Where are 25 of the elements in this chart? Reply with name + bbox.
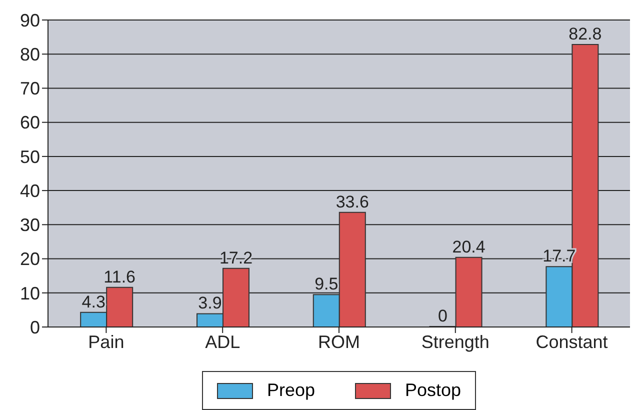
y-tick-label: 10	[20, 283, 40, 304]
legend-label: Postop	[404, 380, 462, 401]
data-label: 0	[438, 306, 448, 326]
data-label: 33.6	[336, 192, 369, 212]
data-label: 82.8	[568, 24, 602, 44]
data-label: 3.9	[198, 294, 222, 313]
y-tick-label: 20	[20, 249, 40, 270]
y-tick-label: 0	[30, 317, 40, 338]
x-tick-label: ROM	[318, 332, 360, 352]
y-tick-label: 60	[20, 112, 40, 133]
data-label: 9.5	[314, 274, 338, 294]
y-tick-label: 30	[20, 215, 40, 236]
y-tick-label: 80	[20, 44, 40, 64]
data-label: 4.3	[82, 292, 106, 312]
y-tick-label: 50	[20, 146, 40, 167]
x-tick-label: Strength	[421, 332, 490, 352]
legend-label: Preop	[266, 380, 315, 401]
x-tick-label: Pain	[88, 332, 124, 352]
y-tick-label: 90	[20, 10, 40, 30]
x-tick-label: ADL	[205, 332, 240, 352]
data-label: 20.4	[452, 237, 486, 256]
x-tick-label: Constant	[536, 332, 608, 352]
data-label: 11.6	[104, 267, 136, 286]
y-tick-label: 70	[20, 78, 40, 99]
y-tick-label: 40	[20, 180, 40, 201]
